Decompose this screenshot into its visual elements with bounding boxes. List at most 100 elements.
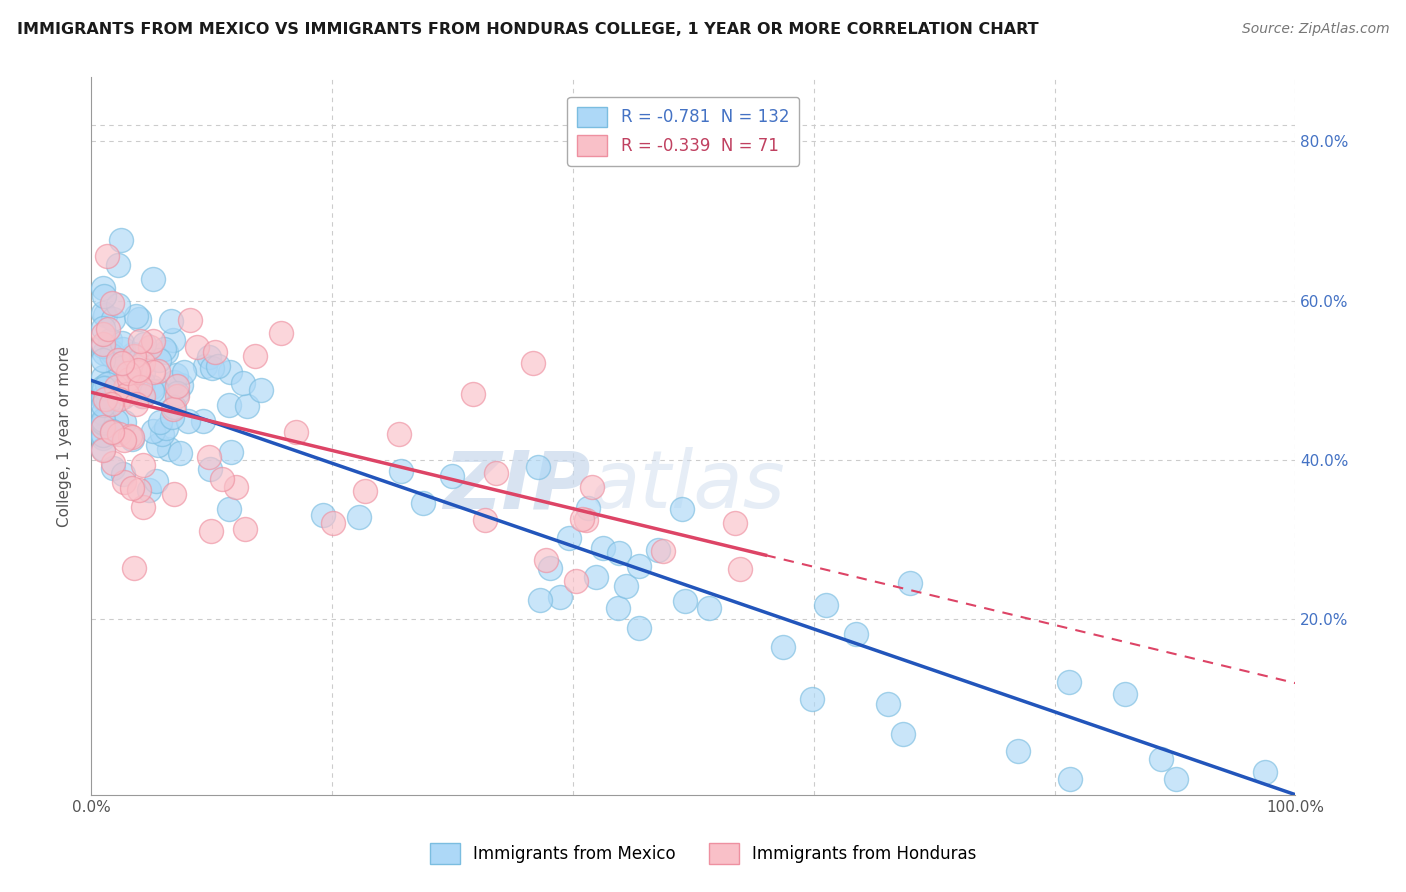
Point: [146, 384, 169, 399]
Point: [1150, 751, 1173, 765]
Point: [898, 575, 921, 590]
Legend: Immigrants from Mexico, Immigrants from Honduras: Immigrants from Mexico, Immigrants from …: [423, 837, 983, 871]
Point: [91, 442, 114, 456]
Point: [243, 349, 266, 363]
Point: [93, 345, 115, 359]
Point: [114, 415, 136, 429]
Point: [353, 483, 375, 498]
Point: [91, 398, 114, 412]
Point: [110, 361, 132, 376]
Point: [169, 446, 191, 460]
Point: [98, 376, 121, 390]
Point: [772, 640, 794, 654]
Point: [91, 306, 114, 320]
Point: [673, 593, 696, 607]
Point: [893, 727, 915, 741]
Text: IMMIGRANTS FROM MEXICO VS IMMIGRANTS FROM HONDURAS COLLEGE, 1 YEAR OR MORE CORRE: IMMIGRANTS FROM MEXICO VS IMMIGRANTS FRO…: [17, 22, 1039, 37]
Point: [127, 364, 149, 378]
Point: [118, 372, 141, 386]
Point: [578, 501, 600, 516]
Point: [129, 380, 152, 394]
Point: [134, 337, 156, 351]
Point: [97, 423, 120, 437]
Point: [91, 420, 114, 434]
Point: [104, 414, 127, 428]
Point: [149, 415, 172, 429]
Point: [163, 487, 186, 501]
Point: [108, 426, 131, 441]
Point: [461, 386, 484, 401]
Point: [270, 326, 292, 340]
Point: [127, 362, 149, 376]
Point: [571, 512, 593, 526]
Point: [250, 383, 273, 397]
Point: [91, 320, 114, 334]
Point: [111, 343, 134, 357]
Point: [96, 377, 118, 392]
Point: [101, 425, 124, 439]
Point: [111, 390, 134, 404]
Point: [91, 353, 114, 368]
Point: [91, 392, 114, 406]
Point: [128, 483, 150, 498]
Point: [101, 461, 124, 475]
Point: [100, 397, 122, 411]
Point: [155, 420, 177, 434]
Point: [114, 354, 136, 368]
Point: [91, 379, 114, 393]
Point: [91, 406, 114, 420]
Point: [1166, 772, 1188, 786]
Point: [606, 601, 628, 615]
Point: [127, 379, 149, 393]
Point: [548, 590, 571, 604]
Point: [160, 314, 183, 328]
Point: [131, 389, 153, 403]
Point: [93, 289, 115, 303]
Point: [614, 579, 637, 593]
Point: [412, 496, 434, 510]
Point: [186, 340, 208, 354]
Point: [132, 356, 155, 370]
Point: [312, 508, 335, 522]
Point: [152, 427, 174, 442]
Point: [100, 295, 122, 310]
Point: [96, 249, 118, 263]
Point: [166, 368, 188, 382]
Point: [474, 513, 496, 527]
Point: [218, 502, 240, 516]
Point: [153, 342, 176, 356]
Point: [100, 348, 122, 362]
Point: [166, 378, 188, 392]
Point: [1007, 744, 1029, 758]
Point: [122, 349, 145, 363]
Point: [91, 385, 114, 400]
Point: [114, 368, 136, 383]
Point: [170, 378, 193, 392]
Point: [800, 692, 823, 706]
Point: [219, 365, 242, 379]
Point: [115, 387, 138, 401]
Point: [112, 475, 135, 490]
Point: [651, 543, 673, 558]
Point: [845, 627, 868, 641]
Point: [728, 562, 751, 576]
Point: [145, 475, 167, 489]
Point: [91, 327, 114, 342]
Point: [162, 334, 184, 348]
Point: [122, 347, 145, 361]
Point: [232, 376, 254, 391]
Text: ZIP: ZIP: [443, 447, 591, 525]
Point: [146, 364, 169, 378]
Point: [91, 337, 114, 351]
Point: [166, 386, 188, 401]
Point: [101, 425, 124, 440]
Point: [91, 339, 114, 353]
Point: [148, 352, 170, 367]
Point: [484, 466, 506, 480]
Point: [198, 462, 221, 476]
Point: [877, 697, 900, 711]
Point: [101, 312, 124, 326]
Point: [575, 513, 598, 527]
Point: [97, 322, 120, 336]
Point: [218, 398, 240, 412]
